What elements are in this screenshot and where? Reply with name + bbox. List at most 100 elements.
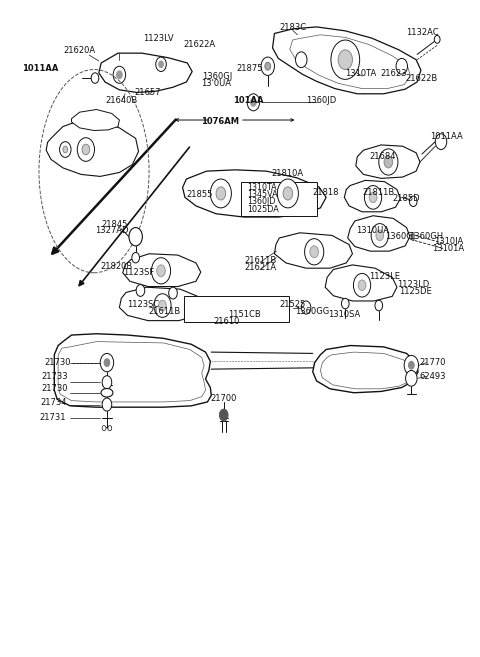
Circle shape: [396, 58, 408, 74]
Circle shape: [369, 192, 377, 202]
Circle shape: [158, 61, 163, 68]
Circle shape: [331, 40, 360, 79]
Polygon shape: [99, 53, 192, 93]
Text: 1123SF: 1123SF: [123, 268, 154, 277]
Polygon shape: [344, 180, 400, 212]
Polygon shape: [313, 346, 418, 393]
Text: 1327AD: 1327AD: [95, 226, 129, 235]
Text: 21730: 21730: [44, 358, 71, 367]
Text: 21820B: 21820B: [100, 261, 132, 271]
Text: 1011AA: 1011AA: [431, 132, 463, 141]
Circle shape: [434, 35, 440, 43]
Circle shape: [157, 265, 165, 277]
Text: 21845: 21845: [101, 219, 128, 229]
Text: 2185D: 2185D: [393, 194, 420, 202]
Circle shape: [152, 258, 170, 284]
Circle shape: [406, 371, 417, 386]
Circle shape: [251, 99, 256, 106]
Bar: [183, 296, 289, 322]
Text: 1310TA: 1310TA: [346, 69, 377, 78]
Circle shape: [404, 355, 419, 375]
Text: 101AA: 101AA: [233, 96, 264, 105]
Circle shape: [379, 149, 398, 175]
Text: 13101A: 13101A: [432, 244, 464, 253]
Circle shape: [409, 196, 417, 206]
Circle shape: [283, 187, 293, 200]
Circle shape: [384, 156, 393, 168]
Text: 21525: 21525: [279, 300, 305, 309]
Text: 2183C: 2183C: [279, 23, 306, 32]
Polygon shape: [325, 265, 397, 301]
Text: 13'0UA: 13'0UA: [201, 79, 231, 88]
Text: 21733: 21733: [41, 372, 68, 381]
Text: 1360JD: 1360JD: [247, 198, 276, 206]
Circle shape: [102, 426, 106, 431]
Circle shape: [364, 185, 382, 209]
Text: 21855: 21855: [186, 191, 213, 199]
Circle shape: [353, 273, 371, 297]
Ellipse shape: [101, 388, 113, 397]
Polygon shape: [275, 233, 352, 268]
Circle shape: [310, 246, 319, 258]
Text: 1360GJ: 1360GJ: [202, 72, 232, 81]
Text: 1360GJ: 1360GJ: [385, 232, 416, 241]
Circle shape: [277, 179, 299, 208]
Text: 21611B: 21611B: [148, 307, 180, 316]
Text: 21620A: 21620A: [64, 46, 96, 55]
Text: 1360GG: 1360GG: [295, 307, 329, 316]
Text: 21611B: 21611B: [244, 256, 276, 265]
Text: 62493: 62493: [419, 372, 445, 381]
Polygon shape: [54, 334, 211, 407]
Text: 21730: 21730: [41, 384, 68, 394]
Text: 21810A: 21810A: [272, 170, 304, 178]
Text: 21622B: 21622B: [406, 74, 438, 83]
Text: 1011AA: 1011AA: [22, 64, 58, 74]
Circle shape: [104, 359, 110, 367]
Circle shape: [63, 147, 68, 153]
Circle shape: [358, 280, 366, 290]
Text: 21684: 21684: [370, 152, 396, 161]
Circle shape: [154, 294, 171, 317]
Circle shape: [113, 66, 126, 83]
Circle shape: [102, 398, 112, 411]
Circle shape: [265, 62, 271, 70]
Polygon shape: [120, 287, 204, 321]
Polygon shape: [273, 27, 421, 94]
Polygon shape: [46, 120, 139, 176]
Circle shape: [305, 238, 324, 265]
Polygon shape: [356, 145, 420, 178]
Text: 1310TA: 1310TA: [247, 183, 277, 192]
Circle shape: [408, 361, 414, 369]
Text: 21875: 21875: [236, 64, 263, 73]
Text: 1123LD: 1123LD: [397, 280, 430, 289]
Circle shape: [108, 426, 112, 431]
Circle shape: [435, 134, 447, 150]
Circle shape: [168, 287, 177, 299]
Text: 1360JD: 1360JD: [306, 96, 336, 105]
Polygon shape: [348, 215, 410, 251]
Circle shape: [376, 230, 384, 240]
Polygon shape: [72, 110, 120, 131]
Text: 21770: 21770: [419, 358, 445, 367]
Text: 1345VA: 1345VA: [247, 191, 278, 199]
Text: 21621A: 21621A: [244, 263, 276, 272]
Circle shape: [338, 50, 352, 70]
Circle shape: [210, 179, 231, 208]
Circle shape: [91, 73, 99, 83]
Circle shape: [375, 300, 383, 311]
Text: 21734: 21734: [40, 398, 67, 407]
Text: 1123LE: 1123LE: [369, 271, 400, 281]
Text: 1123LV: 1123LV: [144, 34, 174, 43]
Polygon shape: [58, 342, 205, 402]
Circle shape: [82, 145, 90, 155]
Circle shape: [371, 223, 388, 247]
Text: 21657: 21657: [134, 88, 161, 97]
Text: 1025DA: 1025DA: [247, 205, 279, 214]
Text: 21818: 21818: [312, 189, 338, 197]
Circle shape: [158, 300, 166, 311]
Text: 1310JA: 1310JA: [434, 237, 463, 246]
Circle shape: [117, 71, 122, 79]
Text: 1123SC: 1123SC: [127, 300, 159, 309]
Text: 1132AC: 1132AC: [407, 28, 439, 37]
Text: 21622A: 21622A: [183, 40, 216, 49]
